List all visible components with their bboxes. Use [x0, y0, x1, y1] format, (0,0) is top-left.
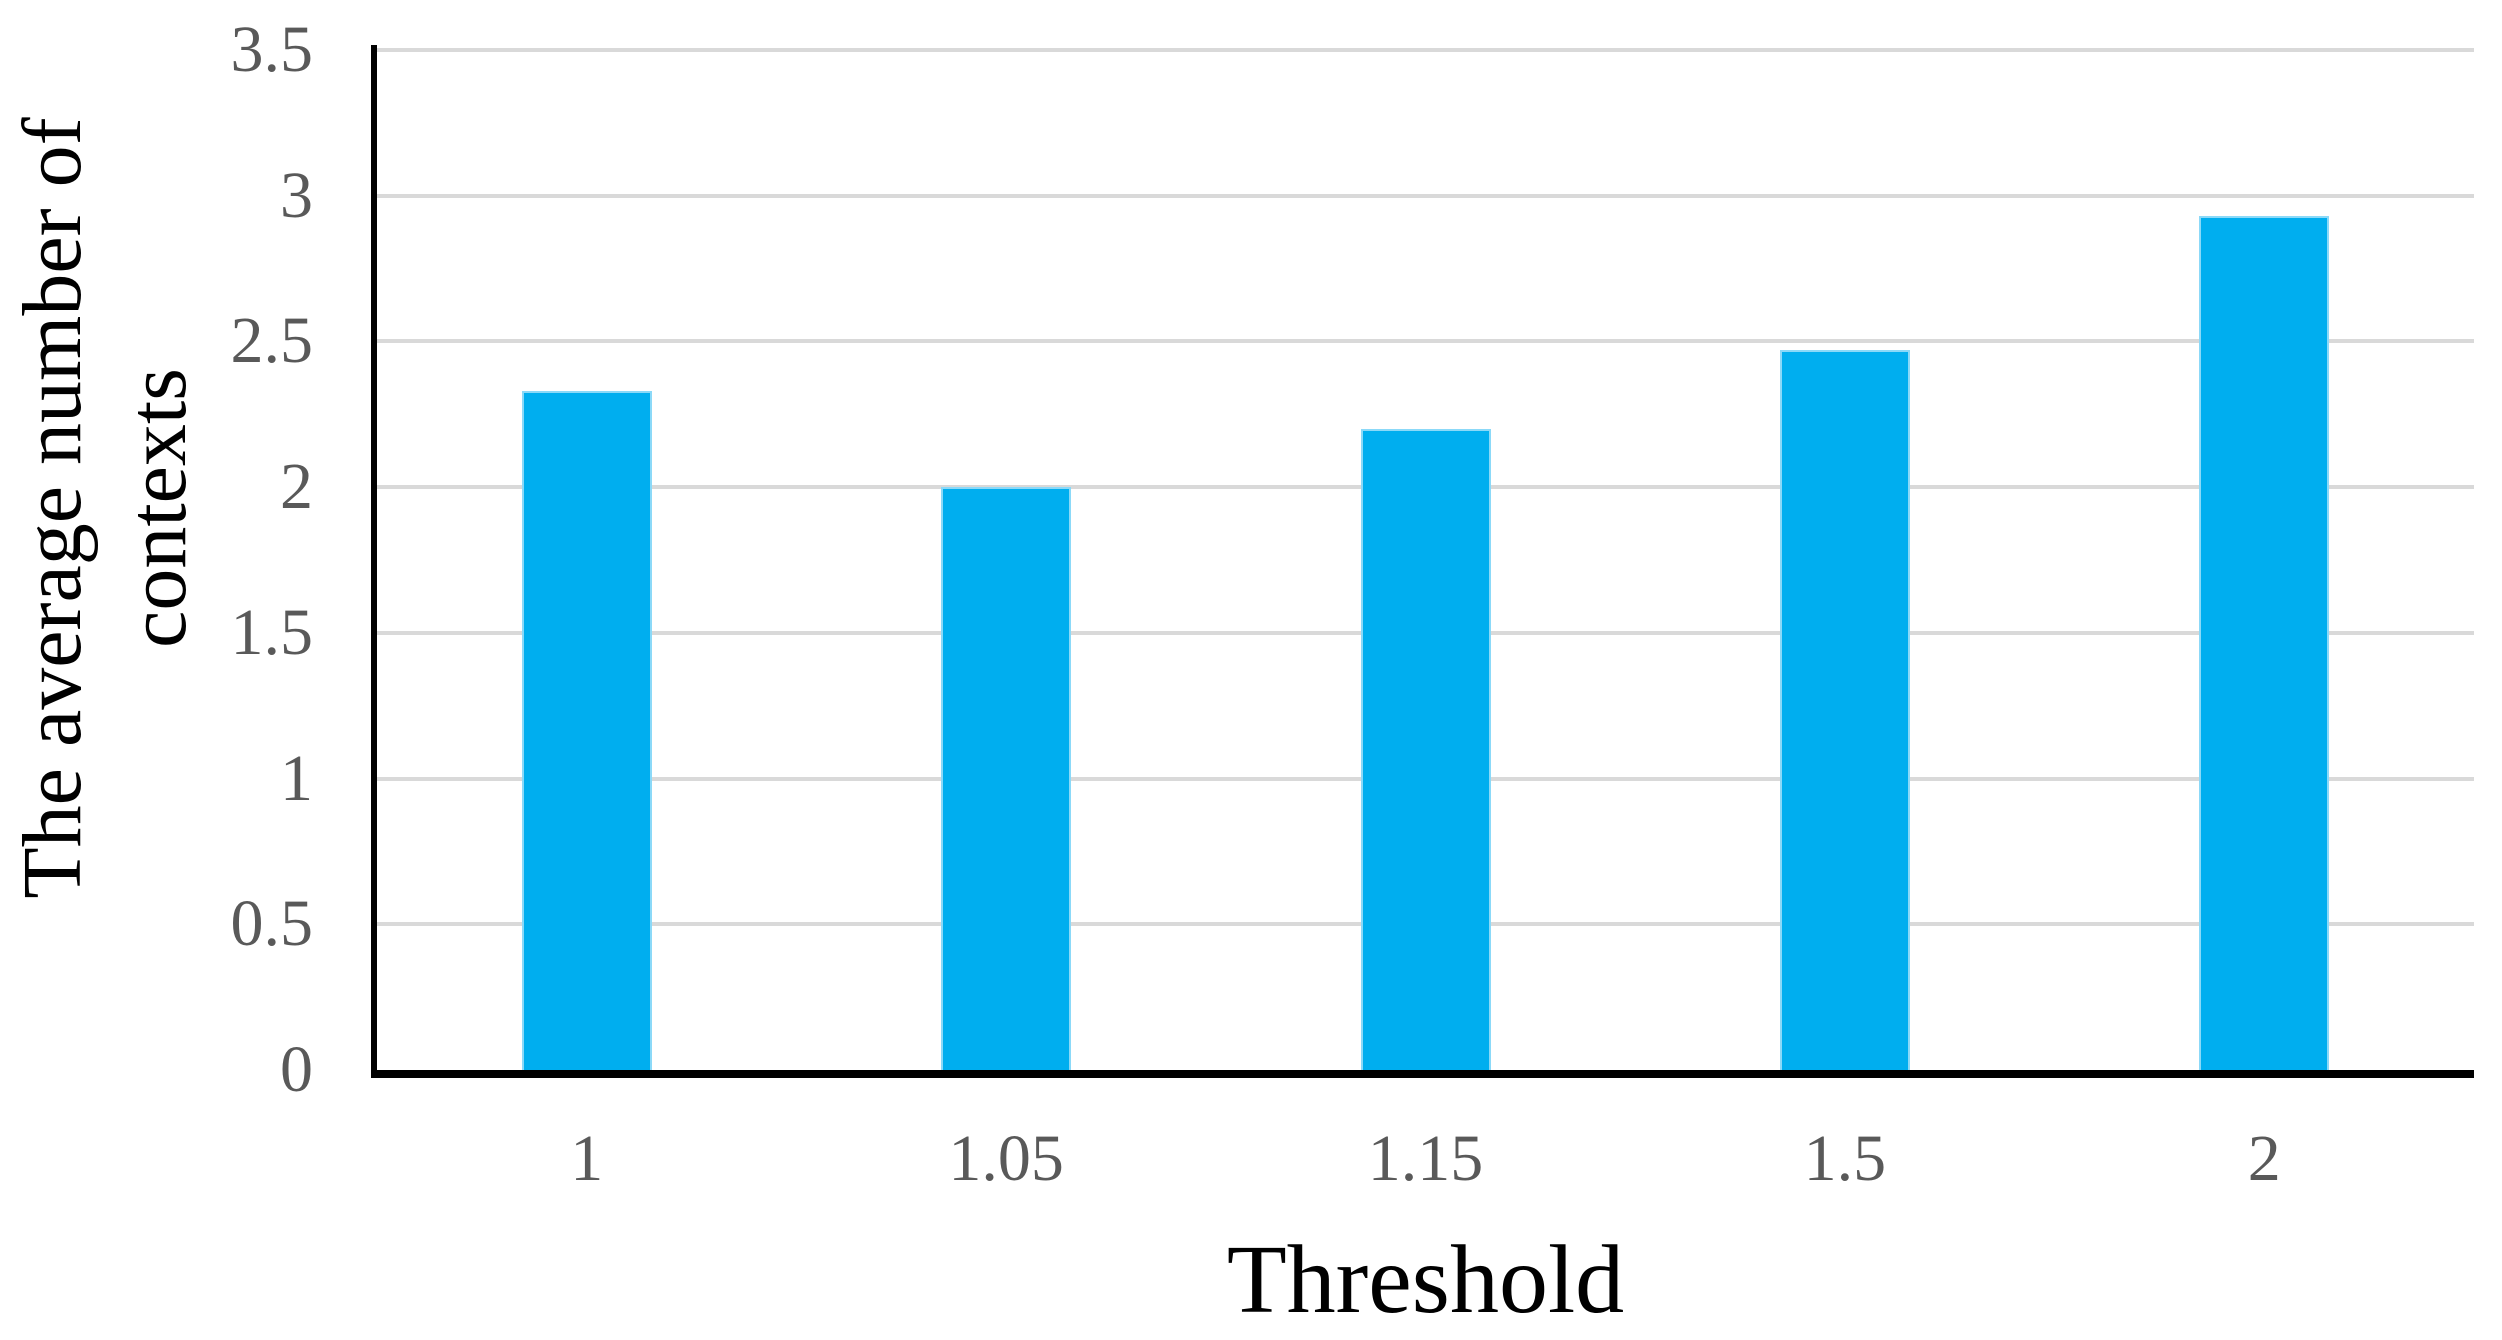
y-tick-label: 1.5 — [230, 595, 314, 669]
x-tick-label: 1.5 — [1803, 1122, 1887, 1195]
y-tick-label: 2.5 — [230, 304, 314, 378]
x-axis-line — [371, 1070, 2474, 1078]
gridline — [377, 193, 2474, 198]
bar-1.05 — [941, 487, 1072, 1070]
x-tick-label: 2 — [2247, 1122, 2281, 1195]
x-tick-label: 1 — [570, 1122, 604, 1195]
bar-1.5 — [1779, 350, 1910, 1070]
bar-2 — [2199, 216, 2330, 1070]
y-tick-label: 2 — [280, 450, 313, 524]
x-tick-label: 1.15 — [1367, 1122, 1484, 1195]
x-tick-label: 1.05 — [948, 1122, 1064, 1195]
y-tick-label: 0 — [280, 1033, 313, 1106]
y-tick-label: 3.5 — [230, 13, 314, 86]
gridline — [377, 339, 2474, 344]
plot-area — [377, 48, 2474, 1070]
x-axis-title: Threshold — [1226, 1226, 1625, 1334]
y-tick-label: 1 — [280, 741, 313, 815]
y-tick-label: 0.5 — [230, 887, 314, 961]
y-tick-label: 3 — [280, 158, 313, 232]
bar-1.15 — [1360, 428, 1491, 1070]
y-axis-line — [371, 45, 377, 1078]
bar-1 — [521, 390, 652, 1070]
gridline — [377, 48, 2474, 52]
